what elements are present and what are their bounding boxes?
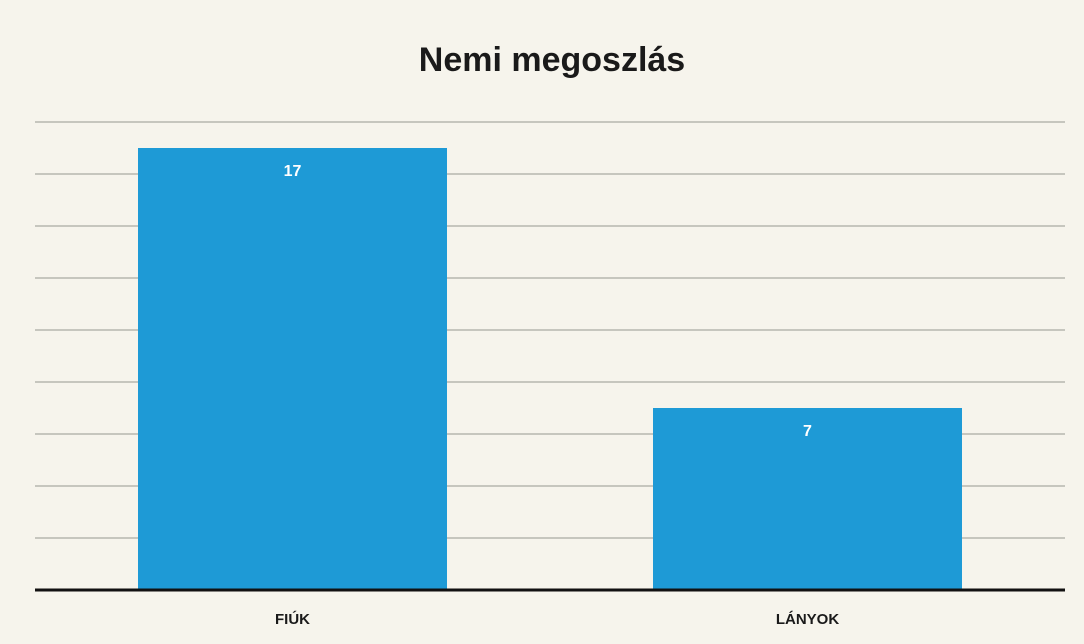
value-label: 7 bbox=[803, 423, 812, 440]
x-tick-label: FIÚK bbox=[275, 610, 310, 628]
bar bbox=[653, 408, 962, 590]
bar bbox=[138, 148, 447, 590]
chart-title: Nemi megoszlás bbox=[419, 41, 685, 79]
value-label: 17 bbox=[284, 163, 302, 180]
x-tick-label: LÁNYOK bbox=[776, 611, 840, 628]
